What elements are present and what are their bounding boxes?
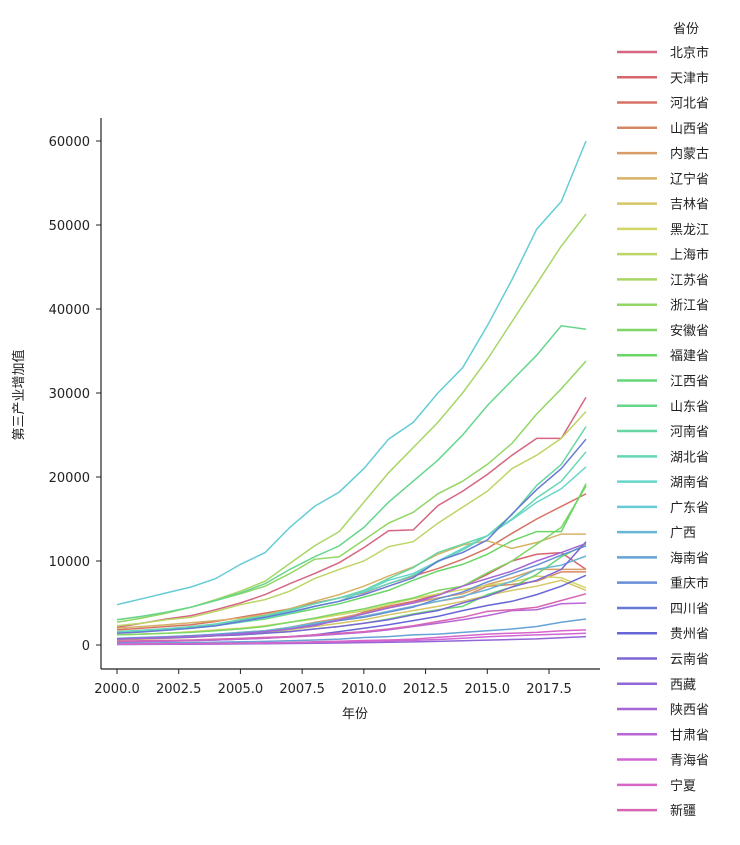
x-tick-label: 2000.0 — [94, 682, 140, 697]
legend: 省份 北京市天津市河北省山西省内蒙古辽宁省吉林省黑龙江上海市江苏省浙江省安徽省福… — [617, 22, 709, 819]
legend-label: 辽宁省 — [670, 171, 709, 187]
series-line-22 — [116, 438, 587, 634]
legend-label: 天津市 — [670, 70, 709, 86]
x-tick-label: 2010.0 — [341, 682, 387, 697]
series-line-0 — [116, 396, 587, 629]
x-ticks: 2000.0 2002.5 2005.0 2007.5 2010.0 2012.5 2015… — [94, 669, 572, 697]
legend-label: 安徽省 — [670, 324, 709, 339]
legend-label: 山西省 — [670, 122, 709, 137]
legend-label: 广西 — [670, 526, 696, 541]
y-tick-label: 50000 — [49, 219, 90, 234]
legend-label: 青海省 — [670, 754, 709, 769]
y-tick-label: 0 — [82, 639, 90, 654]
y-ticks: 0 10000 20000 30000 40000 50000 60000 — [49, 135, 101, 654]
legend-label: 黑龙江 — [670, 223, 709, 238]
series-line-29 — [116, 629, 587, 645]
legend-label: 浙江省 — [670, 299, 709, 314]
series-line-8 — [116, 410, 587, 627]
series-lines — [116, 140, 587, 646]
series-line-26 — [116, 542, 587, 640]
series-line-15 — [116, 426, 587, 634]
series-line-16 — [116, 451, 587, 633]
legend-label: 西藏 — [670, 678, 696, 693]
y-tick-label: 20000 — [49, 471, 90, 486]
legend-label: 上海市 — [670, 247, 709, 263]
legend-label: 广东省 — [670, 501, 709, 516]
y-tick-label: 30000 — [49, 387, 90, 402]
legend-label: 重庆市 — [670, 576, 709, 592]
legend-label: 山东省 — [670, 400, 709, 415]
legend-label: 湖南省 — [670, 475, 709, 491]
legend-label: 河南省 — [670, 424, 709, 440]
series-line-5 — [116, 533, 586, 629]
legend-label: 宁夏 — [670, 778, 696, 794]
x-tick-label: 2007.5 — [279, 682, 325, 697]
x-tick-label: 2015.0 — [465, 682, 511, 697]
legend-label: 海南省 — [670, 550, 709, 566]
legend-label: 福建省 — [670, 349, 709, 364]
y-tick-label: 10000 — [49, 555, 90, 570]
series-line-19 — [116, 555, 587, 640]
legend-label: 四川省 — [670, 602, 709, 617]
legend-label: 河北省 — [670, 97, 709, 112]
x-tick-label: 2005.0 — [218, 682, 264, 697]
legend-label: 云南省 — [670, 651, 709, 667]
legend-label: 内蒙古 — [670, 146, 709, 162]
legend-label: 甘肃省 — [670, 728, 709, 743]
legend-label: 江西省 — [670, 375, 709, 390]
series-line-10 — [116, 360, 587, 624]
series-line-18 — [116, 140, 587, 606]
series-line-11 — [116, 485, 587, 636]
y-tick-label: 40000 — [49, 303, 90, 318]
series-line-14 — [116, 325, 587, 621]
legend-title: 省份 — [673, 22, 699, 37]
series-line-30 — [116, 593, 587, 642]
x-tick-label: 2002.5 — [156, 682, 202, 697]
series-line-20 — [116, 618, 587, 645]
x-axis-label: 年份 — [342, 707, 368, 722]
legend-label: 贵州省 — [670, 627, 709, 642]
y-tick-label: 60000 — [49, 135, 90, 150]
x-tick-label: 2012.5 — [403, 682, 449, 697]
y-axis-label: 第三产业增加值 — [11, 349, 27, 440]
legend-label: 湖北省 — [670, 450, 709, 465]
legend-label: 江苏省 — [670, 272, 709, 288]
legend-label: 吉林省 — [670, 198, 709, 213]
legend-label: 北京市 — [670, 45, 709, 61]
legend-label: 陕西省 — [670, 703, 709, 718]
legend-label: 新疆 — [670, 803, 696, 819]
x-tick-label: 2017.5 — [526, 682, 572, 697]
